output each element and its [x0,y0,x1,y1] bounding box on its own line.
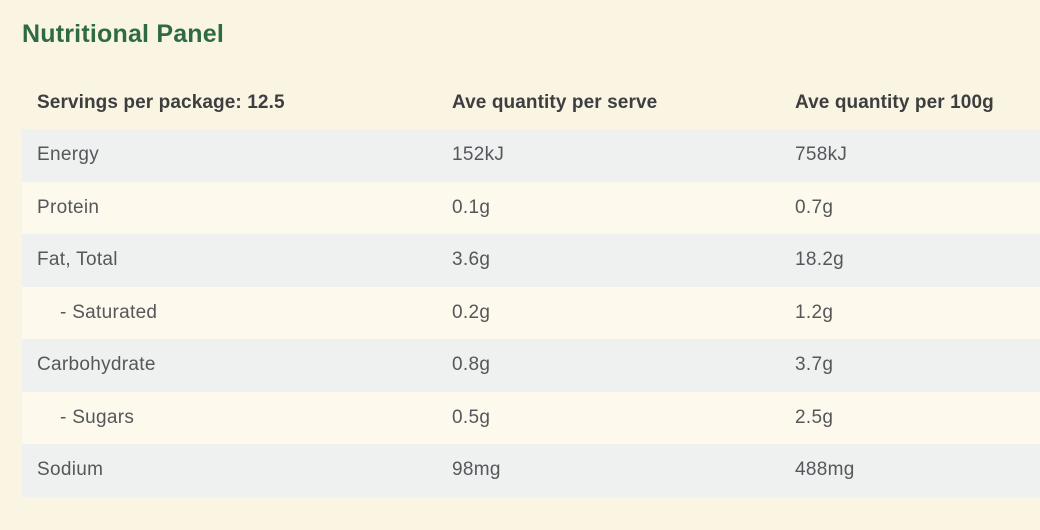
table-body: Energy 152kJ 758kJ Protein 0.1g 0.7g Fat… [22,129,1040,497]
nutritional-table: Servings per package: 12.5 Ave quantity … [22,76,1040,497]
row-per-100g-value: 0.7g [795,196,834,218]
header-ave-quantity-per-serve: Ave quantity per serve [452,91,658,113]
row-per-serve-value: 3.6g [452,249,491,271]
nutritional-panel-page: { "page": { "title": "Nutritional Panel"… [0,22,1040,530]
table-row: - Saturated 0.2g 1.2g [22,286,1040,339]
row-per-serve-value: 98mg [452,459,501,481]
row-per-100g-value: 488mg [795,459,855,481]
row-nutrient-label: Energy [37,144,100,166]
row-per-100g-value: 18.2g [795,249,845,271]
row-per-serve-value: 0.8g [452,354,491,376]
table-header-row: Servings per package: 12.5 Ave quantity … [22,76,1040,129]
row-nutrient-label: - Sugars [60,406,135,428]
row-nutrient-label: Carbohydrate [37,354,156,376]
row-per-100g-value: 2.5g [795,406,834,428]
table-row: - Sugars 0.5g 2.5g [22,391,1040,444]
table-row: Protein 0.1g 0.7g [22,181,1040,234]
row-per-100g-value: 3.7g [795,354,834,376]
row-nutrient-label: - Saturated [60,301,158,323]
row-nutrient-label: Protein [37,196,100,218]
row-per-serve-value: 0.2g [452,301,491,323]
row-per-serve-value: 0.5g [452,406,491,428]
header-ave-quantity-per-100g: Ave quantity per 100g [795,91,994,113]
table-row: Sodium 98mg 488mg [22,444,1040,497]
row-per-100g-value: 758kJ [795,144,848,166]
page-title: Nutritional Panel [22,20,225,48]
table-row: Energy 152kJ 758kJ [22,129,1040,182]
row-per-100g-value: 1.2g [795,301,834,323]
table-row: Carbohydrate 0.8g 3.7g [22,339,1040,392]
row-per-serve-value: 0.1g [452,196,491,218]
row-nutrient-label: Sodium [37,459,104,481]
table-row: Fat, Total 3.6g 18.2g [22,234,1040,287]
header-servings-per-package: Servings per package: 12.5 [37,91,285,113]
row-per-serve-value: 152kJ [452,144,505,166]
row-nutrient-label: Fat, Total [37,249,118,271]
